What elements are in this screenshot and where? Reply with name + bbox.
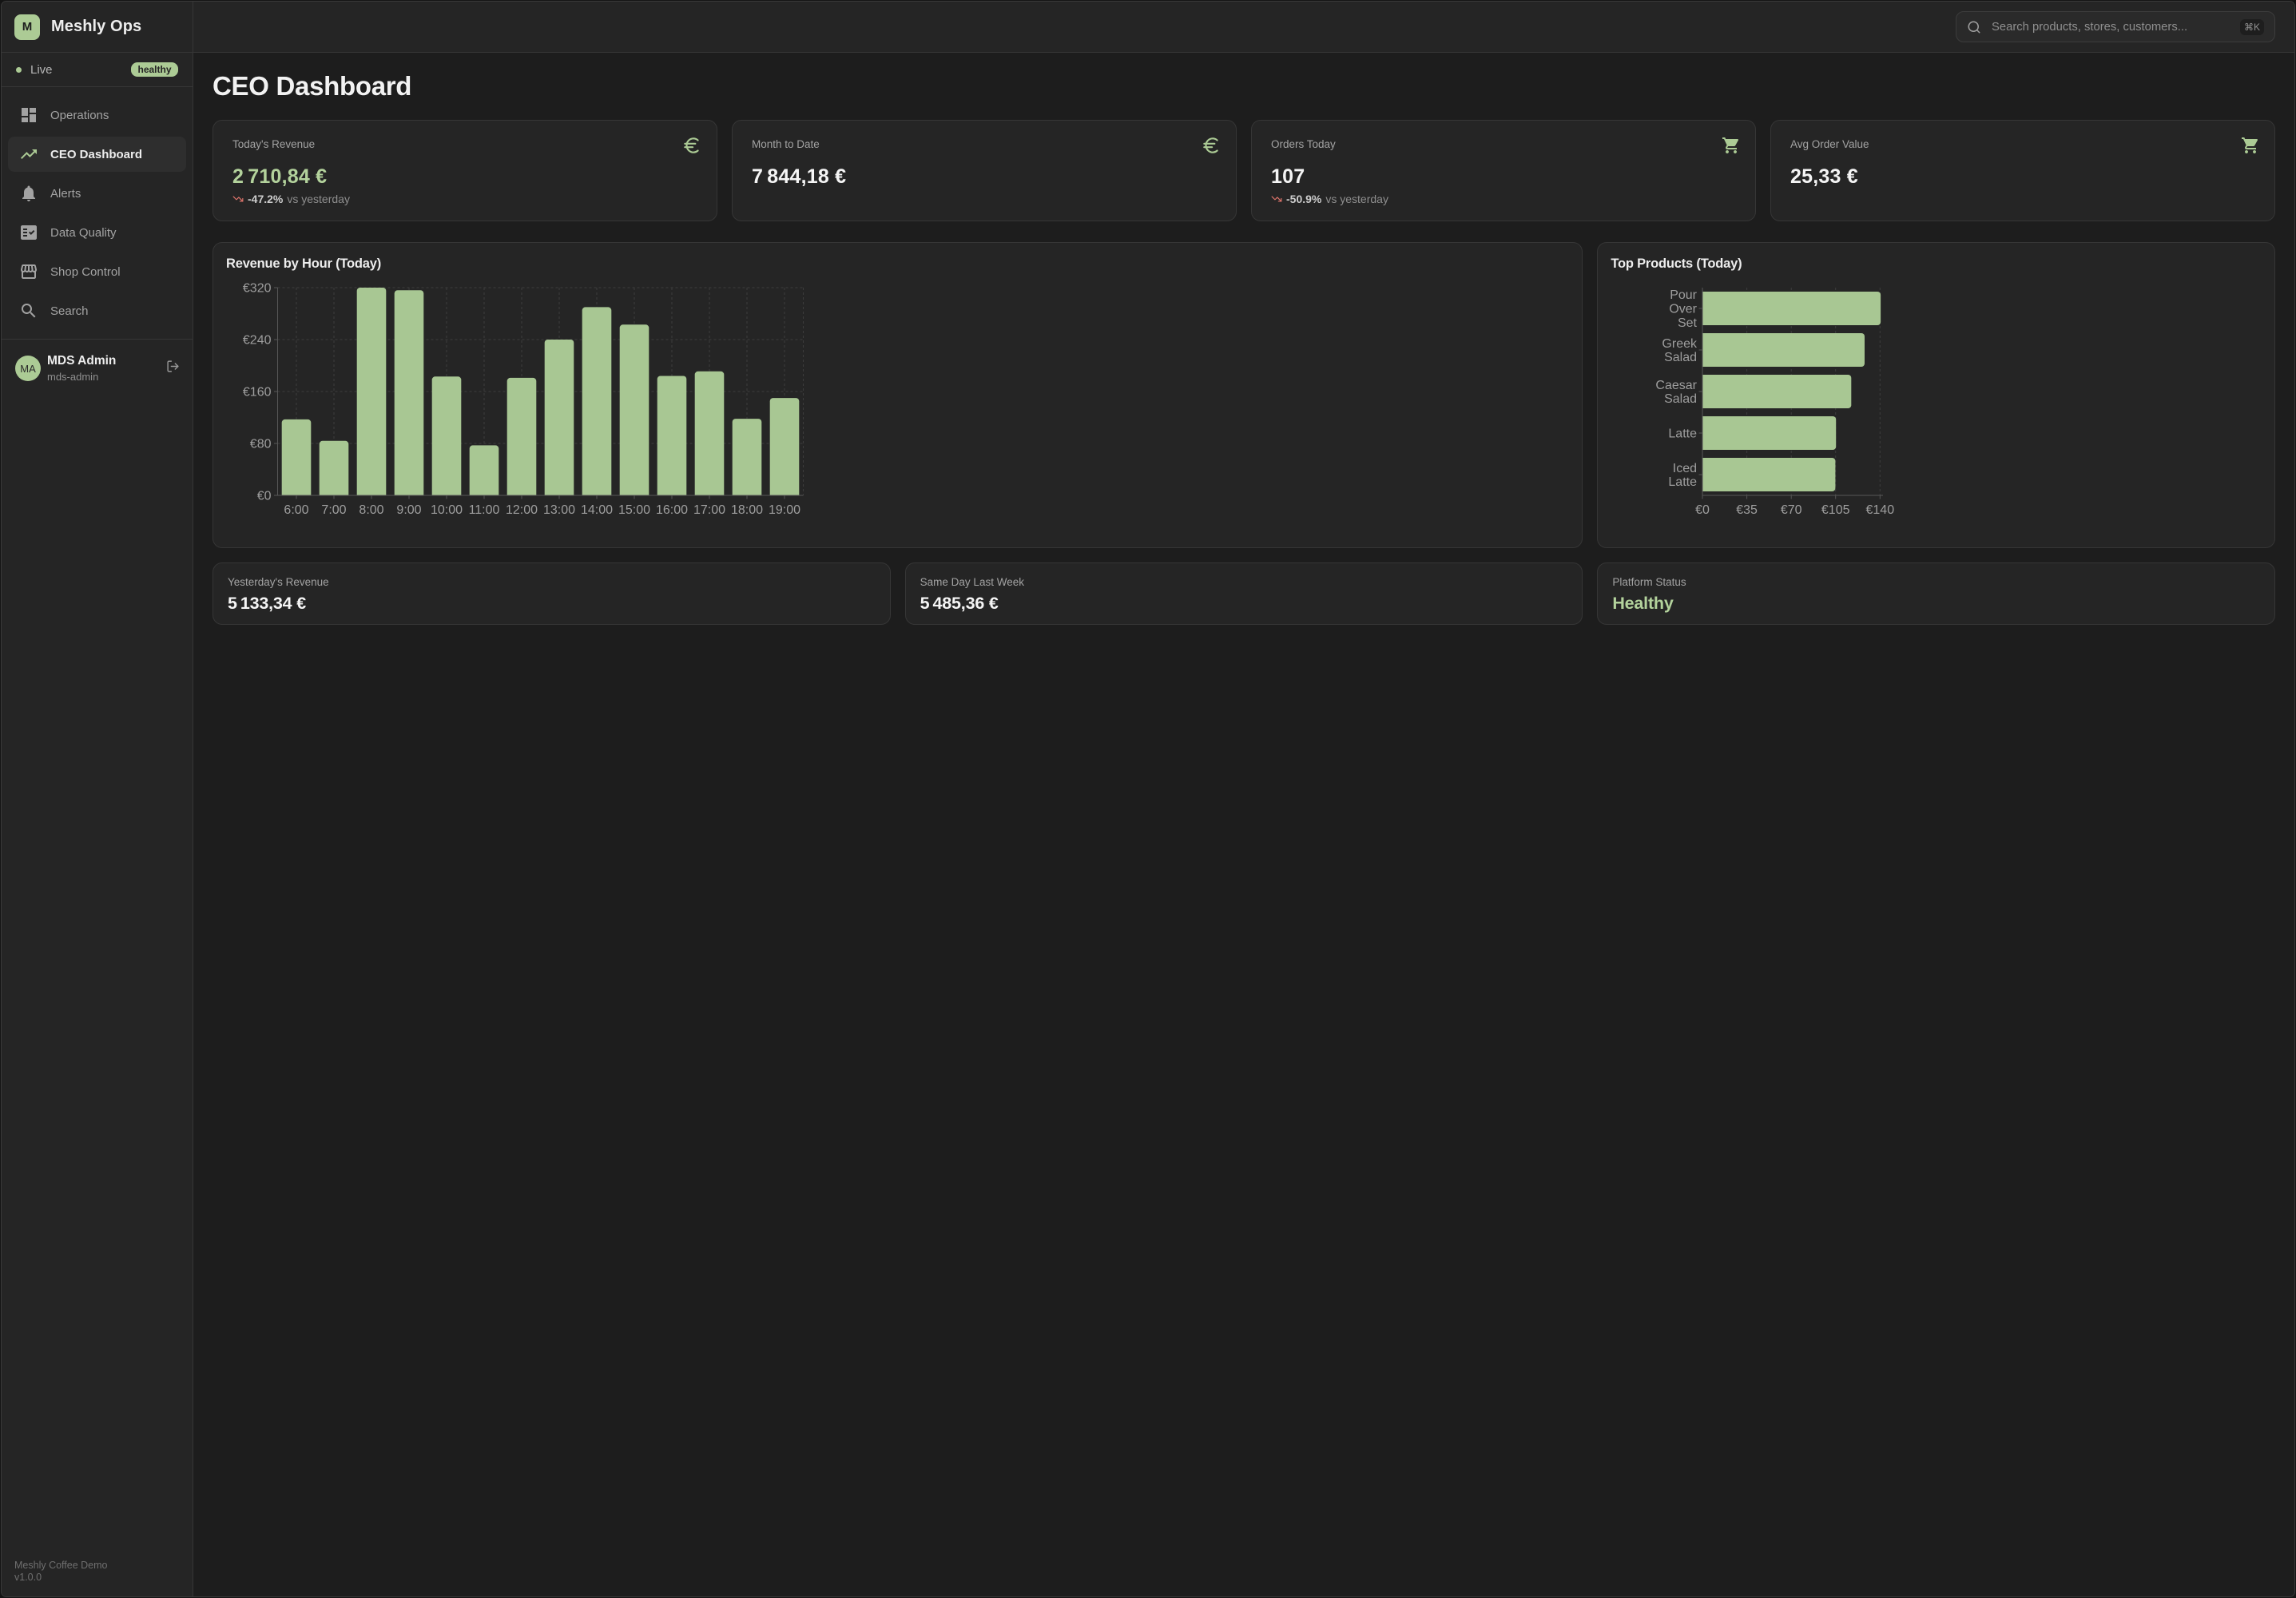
svg-text:8:00: 8:00 bbox=[359, 503, 383, 517]
svg-text:€80: €80 bbox=[250, 438, 272, 451]
svg-text:€320: €320 bbox=[243, 282, 272, 296]
svg-text:€0: €0 bbox=[257, 490, 272, 503]
svg-text:Latte: Latte bbox=[1669, 475, 1698, 489]
svg-text:9:00: 9:00 bbox=[396, 503, 421, 517]
svg-text:7:00: 7:00 bbox=[321, 503, 346, 517]
svg-text:15:00: 15:00 bbox=[618, 503, 650, 517]
svg-text:6:00: 6:00 bbox=[284, 503, 308, 517]
svg-text:10:00: 10:00 bbox=[431, 503, 463, 517]
svg-text:11:00: 11:00 bbox=[469, 503, 500, 517]
svg-text:€160: €160 bbox=[243, 386, 272, 400]
svg-text:Salad: Salad bbox=[1664, 351, 1697, 364]
svg-text:Iced: Iced bbox=[1673, 462, 1697, 475]
svg-text:Set: Set bbox=[1678, 316, 1698, 330]
svg-text:Pour: Pour bbox=[1670, 288, 1698, 302]
svg-text:14:00: 14:00 bbox=[581, 503, 613, 517]
svg-text:Over: Over bbox=[1670, 303, 1698, 316]
svg-text:Salad: Salad bbox=[1664, 392, 1697, 406]
svg-text:Caesar: Caesar bbox=[1656, 379, 1698, 392]
svg-text:€105: €105 bbox=[1821, 503, 1850, 517]
svg-text:16:00: 16:00 bbox=[656, 503, 688, 517]
svg-text:€35: €35 bbox=[1737, 503, 1758, 517]
svg-text:18:00: 18:00 bbox=[731, 503, 763, 517]
svg-text:€70: €70 bbox=[1781, 503, 1802, 517]
svg-text:17:00: 17:00 bbox=[693, 503, 725, 517]
svg-text:12:00: 12:00 bbox=[506, 503, 538, 517]
svg-text:13:00: 13:00 bbox=[543, 503, 575, 517]
svg-text:€240: €240 bbox=[243, 334, 272, 348]
svg-text:Greek: Greek bbox=[1662, 337, 1698, 351]
svg-text:19:00: 19:00 bbox=[769, 503, 800, 517]
svg-text:Latte: Latte bbox=[1669, 427, 1698, 441]
svg-text:€140: €140 bbox=[1866, 503, 1895, 517]
svg-text:€0: €0 bbox=[1695, 503, 1710, 517]
